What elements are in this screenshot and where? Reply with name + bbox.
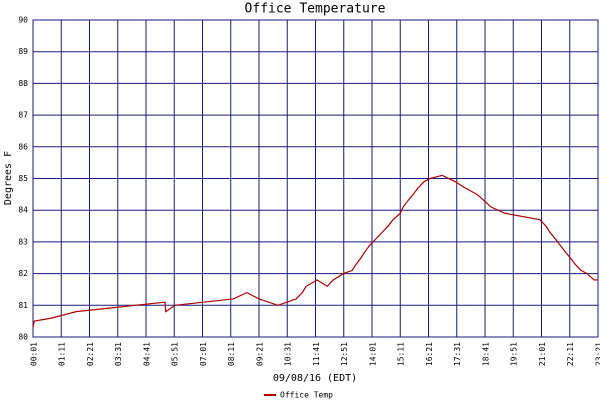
x-axis-label: 09/08/16 (EDT) — [273, 373, 357, 384]
x-tick-label: 01:11 — [58, 342, 67, 366]
x-tick-label: 15:11 — [397, 342, 406, 366]
x-tick-label: 18:41 — [481, 342, 490, 366]
x-tick-label: 03:31 — [114, 342, 123, 366]
data-line — [32, 174, 598, 328]
x-tick-label: 23:21 — [594, 342, 600, 366]
y-axis-label: Degrees F — [3, 151, 14, 205]
x-tick-label: 22:11 — [566, 342, 575, 366]
y-tick-label: 80 — [18, 333, 28, 342]
chart-title: Office Temperature — [245, 2, 386, 17]
x-tick-label: 17:31 — [453, 342, 462, 366]
y-tick-label: 82 — [18, 269, 28, 278]
x-tick-label: 09:21 — [255, 342, 264, 366]
x-tick-label: 08:11 — [227, 342, 236, 366]
y-tick-label: 85 — [18, 174, 28, 183]
x-tick-label: 19:51 — [510, 342, 519, 366]
x-tick-label: 14:01 — [368, 342, 377, 366]
y-tick-label: 83 — [18, 237, 28, 246]
y-tick-label: 89 — [18, 47, 28, 56]
x-tick-label: 10:31 — [284, 342, 293, 366]
y-tick-label: 90 — [18, 16, 28, 25]
x-tick-label: 16:21 — [425, 342, 434, 366]
y-tick-label: 84 — [18, 206, 28, 215]
legend-label: Office Temp — [280, 391, 333, 400]
x-tick-label: 00:01 — [29, 342, 38, 366]
y-tick-label: 86 — [18, 142, 28, 151]
x-tick-label: 07:01 — [199, 342, 208, 366]
x-tick-label: 21:01 — [538, 342, 547, 366]
y-tick-label: 81 — [18, 301, 28, 310]
y-tick-label: 88 — [18, 79, 28, 88]
x-tick-label: 05:51 — [171, 342, 180, 366]
x-tick-label: 04:41 — [142, 342, 151, 366]
x-tick-label: 11:41 — [312, 342, 321, 366]
y-tick-label: 87 — [18, 111, 28, 120]
x-tick-label: 12:51 — [340, 342, 349, 366]
x-tick-label: 02:21 — [86, 342, 95, 366]
